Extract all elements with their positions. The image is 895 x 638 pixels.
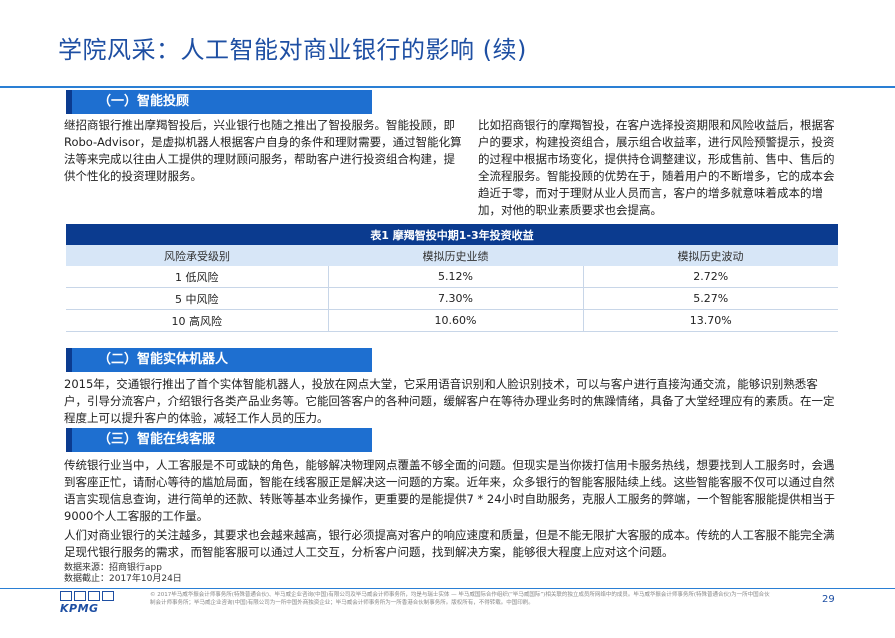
- table-cell: 5 中风险: [66, 287, 329, 310]
- robo-advisor-intro-text: 继招商银行推出摩羯智投后，兴业银行也随之推出了智投服务。智能投顾，即Robo-A…: [64, 118, 462, 183]
- column-header: 风险承受级别: [66, 245, 328, 266]
- source-line: 数据来源：招商银行app: [64, 563, 162, 573]
- table-cell: 2.72%: [583, 266, 838, 288]
- title-divider: [0, 86, 895, 88]
- section-accent-bar: [66, 428, 72, 452]
- logo-boxes-icon: [60, 591, 114, 601]
- legal-notice: © 2017毕马威华振会计师事务所(特殊普通合伙)、毕马威企业咨询(中国)有限公…: [150, 592, 770, 606]
- page-title: 学院风采：人工智能对商业银行的影响 (续): [58, 36, 527, 64]
- table-cell: 13.70%: [583, 309, 838, 332]
- section-heading-online-service: （三）智能在线客服: [72, 428, 372, 452]
- footer-divider: [0, 588, 895, 589]
- column-header: 模拟历史波动: [583, 245, 838, 266]
- table-cell: 7.30%: [328, 287, 584, 310]
- table-title: 表1 摩羯智投中期1-3年投资收益: [66, 224, 838, 245]
- section-accent-bar: [66, 90, 72, 114]
- data-source: 数据来源：招商银行app 数据截止：2017年10月24日: [64, 563, 182, 585]
- section-accent-bar: [66, 348, 72, 372]
- page-number: 29: [822, 594, 835, 605]
- logo-text: KPMG: [60, 602, 99, 615]
- physical-robot-text: 2015年，交通银行推出了首个实体智能机器人，投放在网点大堂，它采用语音识别和人…: [64, 377, 835, 425]
- kpmg-logo: KPMG: [60, 591, 114, 615]
- online-service-paragraph-2: 人们对商业银行的关注越多，其要求也会越来越高，银行必须提高对客户的响应速度和质量…: [64, 528, 835, 559]
- robo-advisor-example-text: 比如招商银行的摩羯智投，在客户选择投资期限和风险收益后，根据客户的要求，构建投资…: [478, 118, 835, 217]
- section-heading-robo-advisor: （一）智能投顾: [72, 90, 372, 114]
- table-cell: 1 低风险: [66, 266, 329, 288]
- table-row: 5 中风险 7.30% 5.27%: [66, 287, 838, 310]
- returns-table: 表1 摩羯智投中期1-3年投资收益 风险承受级别 模拟历史业绩 模拟历史波动 1…: [66, 224, 838, 332]
- table-row: 10 高风险 10.60% 13.70%: [66, 309, 838, 332]
- section-heading-physical-robot: （二）智能实体机器人: [72, 348, 372, 372]
- table-row: 1 低风险 5.12% 2.72%: [66, 266, 838, 288]
- table-header-row: 风险承受级别 模拟历史业绩 模拟历史波动: [66, 245, 838, 266]
- column-header: 模拟历史业绩: [328, 245, 583, 266]
- online-service-paragraph-1: 传统银行业当中，人工客服是不可或缺的角色，能够解决物理网点覆盖不够全面的问题。但…: [64, 458, 836, 523]
- table-cell: 5.27%: [583, 287, 838, 310]
- table-cell: 10.60%: [328, 309, 584, 332]
- table-cell: 10 高风险: [66, 309, 329, 332]
- source-date-line: 数据截止：2017年10月24日: [64, 574, 182, 584]
- table-cell: 5.12%: [328, 266, 584, 288]
